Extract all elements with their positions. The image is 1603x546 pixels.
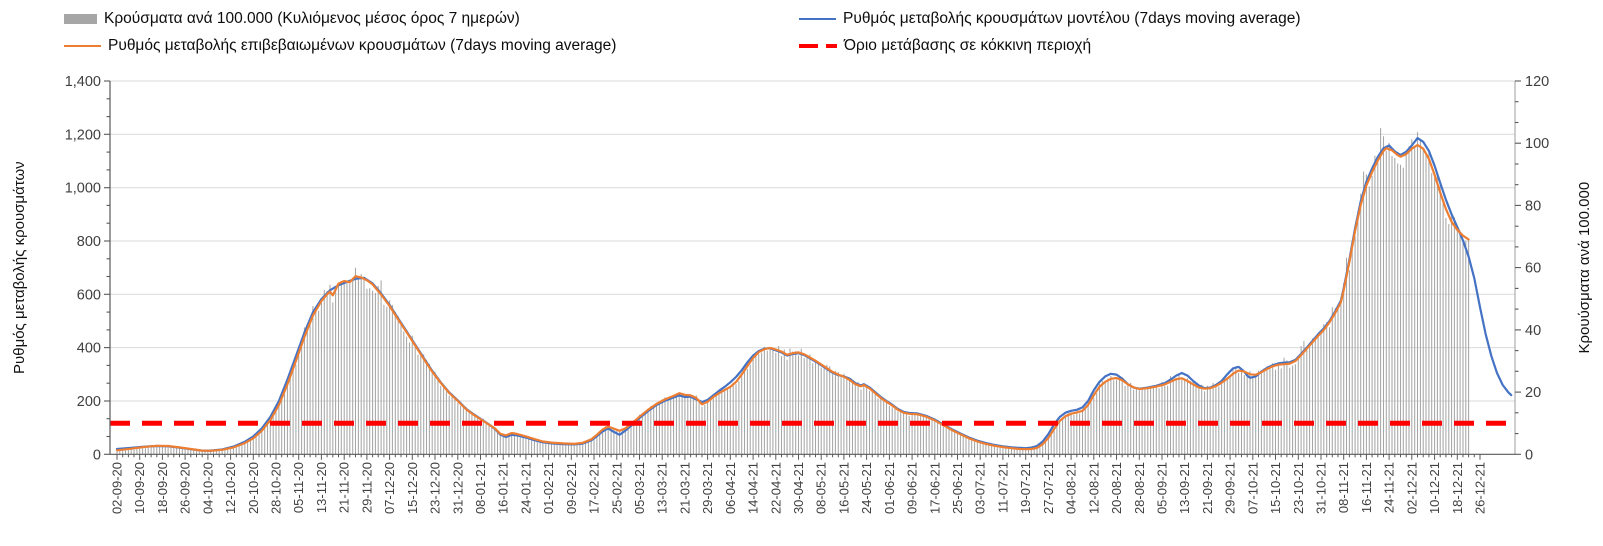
x-tick-label: 10-09-20 xyxy=(132,462,147,514)
x-tick-label: 06-04-21 xyxy=(723,462,738,514)
x-tick-label: 21-09-21 xyxy=(1200,462,1215,514)
x-tick-label: 10-12-21 xyxy=(1427,462,1442,514)
left-axis-tick-label: 1,200 xyxy=(65,127,101,143)
x-tick-label: 23-10-21 xyxy=(1291,462,1306,514)
x-tick-label: 05-03-21 xyxy=(632,462,647,514)
x-tick-label: 25-02-21 xyxy=(609,462,624,514)
right-axis-tick-label: 80 xyxy=(1525,198,1541,214)
x-tick-label: 30-04-21 xyxy=(791,462,806,514)
x-tick-label: 13-11-20 xyxy=(314,462,329,513)
x-tick-label: 13-09-21 xyxy=(1177,462,1192,514)
x-tick-label: 31-12-20 xyxy=(450,462,465,514)
left-axis-tick-label: 1,000 xyxy=(65,181,101,197)
x-tick-label: 21-11-20 xyxy=(337,462,352,513)
x-tick-label: 05-09-21 xyxy=(1155,462,1170,514)
x-tick-label: 04-08-21 xyxy=(1064,462,1079,514)
right-axis-tick-label: 0 xyxy=(1525,447,1533,463)
x-tick-label: 22-04-21 xyxy=(768,462,783,514)
x-tick-label: 07-12-20 xyxy=(382,462,397,514)
x-tick-label: 17-06-21 xyxy=(927,462,942,514)
left-axis-tick-label: 200 xyxy=(77,394,101,410)
x-tick-label: 03-07-21 xyxy=(973,462,988,514)
x-tick-label: 02-12-21 xyxy=(1404,462,1419,514)
x-tick-label: 15-10-21 xyxy=(1268,462,1283,514)
legend-item-model-line: Ρυθμός μεταβολής κρουσμάτων μοντέλου (7d… xyxy=(799,9,1301,29)
legend-item-cases-bars: Κρούσματα ανά 100.000 (Κυλιόμενος μέσος … xyxy=(64,9,520,29)
right-axis-ticks: 0 20 40 60 80 100 120 xyxy=(1515,74,1549,463)
x-tick-label: 26-09-20 xyxy=(178,462,193,514)
x-tick-label: 02-09-20 xyxy=(110,462,125,514)
x-tick-label: 18-09-20 xyxy=(155,462,170,514)
x-tick-label: 01-02-21 xyxy=(541,462,556,514)
x-tick-label: 19-07-21 xyxy=(1018,462,1033,514)
x-tick-label: 21-03-21 xyxy=(677,462,692,514)
x-tick-label: 08-11-21 xyxy=(1336,462,1351,513)
x-tick-label: 16-11-21 xyxy=(1359,462,1374,513)
x-tick-label: 17-02-21 xyxy=(587,462,602,514)
legend-item-confirmed-line: Ρυθμός μεταβολής επιβεβαιωμένων κρουσμάτ… xyxy=(64,36,616,56)
x-tick-label: 16-05-21 xyxy=(836,462,851,514)
x-tick-label: 24-11-21 xyxy=(1382,462,1397,513)
x-tick-label: 07-10-21 xyxy=(1245,462,1260,514)
x-tick-label: 08-01-21 xyxy=(473,462,488,514)
x-tick-label: 09-06-21 xyxy=(905,462,920,514)
x-tick-label: 12-08-21 xyxy=(1086,462,1101,514)
x-tick-label: 20-08-21 xyxy=(1109,462,1124,514)
confirmed-line-swatch xyxy=(64,44,101,48)
left-axis-tick-label: 400 xyxy=(77,341,101,357)
legend-label-threshold: Όριο μετάβασης σε κόκκινη περιοχή xyxy=(844,37,1092,54)
x-tick-label: 23-12-20 xyxy=(428,462,443,514)
left-axis-title: Ρυθμός μεταβολής κρουσμάτων xyxy=(11,161,28,374)
left-axis-ticks: 0 200 400 600 800 1,000 1,200 1,400 xyxy=(65,74,110,463)
legend-item-threshold: Όριο μετάβασης σε κόκκινη περιοχή xyxy=(799,36,1091,56)
x-tick-label: 29-03-21 xyxy=(700,462,715,514)
x-tick-label: 01-06-21 xyxy=(882,462,897,514)
x-tick-label: 27-07-21 xyxy=(1041,462,1056,514)
right-axis-tick-label: 20 xyxy=(1525,385,1541,401)
x-tick-label: 18-12-21 xyxy=(1450,462,1465,514)
left-axis-tick-label: 1,400 xyxy=(65,74,101,90)
right-axis-tick-label: 40 xyxy=(1525,323,1541,339)
x-tick-label: 11-07-21 xyxy=(995,462,1010,513)
x-axis-labels: 02-09-20 10-09-20 18-09-20 26-09-20 04-10-20… xyxy=(110,462,1488,514)
cases-bars-series xyxy=(116,128,1470,455)
line-series xyxy=(115,137,1513,452)
x-tick-label: 29-09-21 xyxy=(1223,462,1238,514)
left-axis-tick-label: 0 xyxy=(93,447,101,463)
bars-swatch xyxy=(64,14,97,24)
x-tick-label: 28-08-21 xyxy=(1132,462,1147,514)
x-tick-label: 28-10-20 xyxy=(269,462,284,514)
threshold-dash-swatch xyxy=(799,43,837,49)
x-tick-label: 24-05-21 xyxy=(859,462,874,514)
x-tick-label: 29-11-20 xyxy=(359,462,374,513)
x-tick-label: 16-01-21 xyxy=(496,462,511,514)
x-tick-label: 09-02-21 xyxy=(564,462,579,514)
legend-label-model-line: Ρυθμός μεταβολής κρουσμάτων μοντέλου (7d… xyxy=(843,10,1301,27)
x-tick-label: 12-10-20 xyxy=(223,462,238,514)
right-axis-title: Κρουύσματα ανά 100.000 xyxy=(1576,182,1593,354)
model-line-swatch xyxy=(799,17,836,21)
x-axis-ticks xyxy=(116,454,1481,460)
right-axis-tick-label: 120 xyxy=(1525,74,1549,90)
right-axis-tick-label: 60 xyxy=(1525,261,1541,277)
legend-label-cases-bars: Κρούσματα ανά 100.000 (Κυλιόμενος μέσος … xyxy=(104,10,520,27)
x-tick-label: 04-10-20 xyxy=(200,462,215,514)
x-tick-label: 20-10-20 xyxy=(246,462,261,514)
x-tick-label: 13-03-21 xyxy=(655,462,670,514)
x-tick-label: 08-05-21 xyxy=(814,462,829,514)
right-axis-tick-label: 100 xyxy=(1525,136,1549,152)
left-axis-tick-label: 800 xyxy=(77,234,101,250)
x-tick-label: 15-12-20 xyxy=(405,462,420,514)
x-tick-label: 25-06-21 xyxy=(950,462,965,514)
left-axis-tick-label: 600 xyxy=(77,287,101,303)
x-tick-label: 26-12-21 xyxy=(1473,462,1488,514)
x-tick-label: 05-11-20 xyxy=(291,462,306,513)
legend-label-confirmed-line: Ρυθμός μεταβολής επιβεβαιωμένων κρουσμάτ… xyxy=(108,37,617,54)
x-tick-label: 14-04-21 xyxy=(746,462,761,514)
x-tick-label: 31-10-21 xyxy=(1314,462,1329,514)
confirmed-rate-line xyxy=(115,143,1470,452)
x-tick-label: 24-01-21 xyxy=(518,462,533,514)
